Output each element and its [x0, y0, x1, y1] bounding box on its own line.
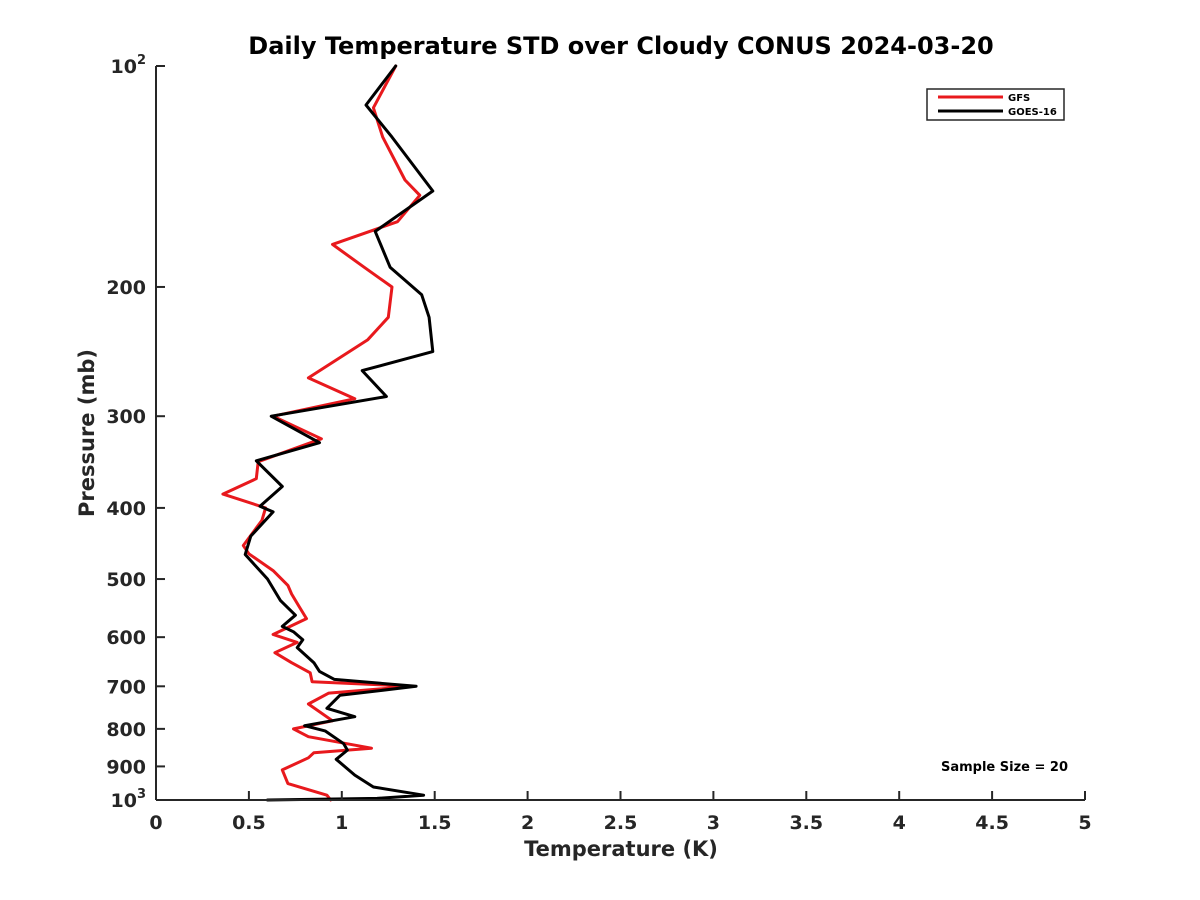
y-tick-label: 103	[111, 787, 147, 812]
y-tick-label: 600	[106, 627, 146, 649]
y-tick-label: 900	[106, 756, 146, 778]
y-tick-label: 800	[106, 719, 146, 741]
series-line-gfs	[221, 64, 422, 802]
y-ticks: 102 200 300 400 500 600 700 800 900 103	[106, 53, 165, 812]
y-tick-label: 500	[106, 569, 146, 591]
x-tick-label: 0	[149, 812, 162, 834]
x-ticks: 0 0.5 1 1.5 2 2.5 3 3.5 4 4.5 5	[149, 791, 1092, 834]
x-axis-label: Temperature (K)	[524, 837, 718, 861]
x-tick-label: 0.5	[232, 812, 266, 834]
legend-label-gfs: GFS	[1008, 93, 1030, 104]
x-tick-label: 2	[521, 812, 534, 834]
legend: GFS GOES-16	[926, 88, 1065, 121]
x-tick-label: 1	[335, 812, 348, 834]
x-tick-label: 5	[1078, 812, 1091, 834]
x-tick-label: 1.5	[418, 812, 452, 834]
y-tick-label: 300	[106, 406, 146, 428]
y-tick-label: 102	[111, 53, 147, 78]
x-tick-label: 4.5	[975, 812, 1009, 834]
plot-axes	[155, 66, 1085, 801]
y-axis-label: Pressure (mb)	[75, 349, 99, 517]
x-tick-label: 3.5	[789, 812, 823, 834]
x-tick-label: 4	[893, 812, 906, 834]
sample-size-annotation: Sample Size = 20	[941, 760, 1068, 775]
y-tick-label: 200	[106, 277, 146, 299]
y-tick-label: 400	[106, 498, 146, 520]
legend-label-goes16: GOES-16	[1008, 107, 1057, 118]
x-tick-label: 2.5	[604, 812, 638, 834]
y-tick-label: 700	[106, 676, 146, 698]
chart-title: Daily Temperature STD over Cloudy CONUS …	[248, 32, 993, 60]
series-line-goes16	[243, 64, 435, 802]
x-tick-label: 3	[707, 812, 720, 834]
series-layer	[221, 64, 435, 802]
legend-box	[926, 88, 1065, 121]
